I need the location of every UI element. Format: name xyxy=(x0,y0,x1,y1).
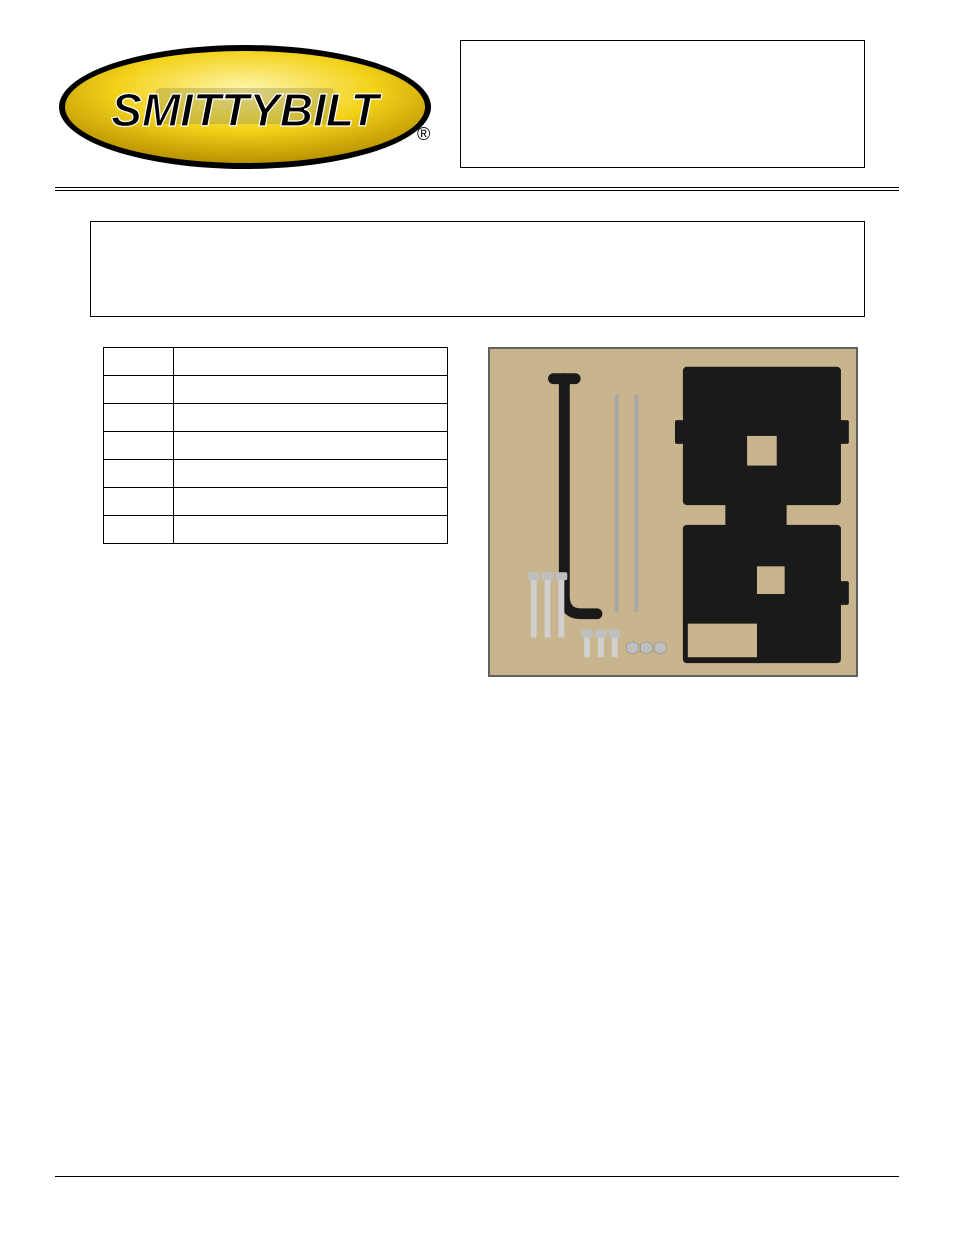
bom-cell xyxy=(173,376,447,404)
list-item xyxy=(200,779,899,793)
table-row xyxy=(104,460,448,488)
svg-text:®: ® xyxy=(417,124,430,144)
header-separator xyxy=(55,187,899,191)
short-bolt-icon xyxy=(581,630,621,658)
smittybilt-logo-svg: SMITTYBILT ® xyxy=(55,40,435,175)
bom-col-desc xyxy=(173,348,447,376)
product-info-box xyxy=(90,221,865,317)
step-2-list xyxy=(90,984,899,1060)
mid-row xyxy=(55,347,899,677)
list-item xyxy=(200,984,899,1020)
table-row xyxy=(104,432,448,460)
nut-icon xyxy=(627,641,667,654)
table-header-row xyxy=(104,348,448,376)
bom-cell xyxy=(104,404,174,432)
bom-cell xyxy=(104,376,174,404)
table-row xyxy=(104,376,448,404)
upper-tray-icon xyxy=(675,367,849,505)
bom-cell xyxy=(173,432,447,460)
bom-body xyxy=(104,376,448,544)
step-1-list xyxy=(90,737,899,899)
bom-cell xyxy=(104,516,174,544)
footer-separator xyxy=(55,1176,899,1177)
bom-cell xyxy=(104,460,174,488)
bom-table xyxy=(103,347,448,544)
step-2-block xyxy=(55,984,899,1060)
brand-logo: SMITTYBILT ® xyxy=(55,40,435,175)
bom-cell xyxy=(173,460,447,488)
table-row xyxy=(104,404,448,432)
header-row: SMITTYBILT ® xyxy=(55,40,899,175)
long-bolt-icon xyxy=(528,572,568,637)
bom-col-qty xyxy=(104,348,174,376)
kit-photo xyxy=(488,347,858,677)
bom-cell xyxy=(173,404,447,432)
list-item xyxy=(200,1026,899,1040)
table-row xyxy=(104,488,448,516)
brand-wordmark: SMITTYBILT xyxy=(111,84,382,136)
title-box xyxy=(460,40,865,168)
list-item xyxy=(200,819,899,899)
table-row xyxy=(104,516,448,544)
kit-photo-svg xyxy=(490,349,856,675)
list-item xyxy=(200,737,899,773)
bom-cell xyxy=(104,432,174,460)
list-item xyxy=(200,799,899,813)
bom-cell xyxy=(173,516,447,544)
bom-cell xyxy=(104,488,174,516)
bom-cell xyxy=(173,488,447,516)
step-1-block xyxy=(55,737,899,899)
lower-tray-icon xyxy=(683,525,849,663)
list-item xyxy=(200,1046,899,1060)
page: SMITTYBILT ® xyxy=(0,0,954,1235)
